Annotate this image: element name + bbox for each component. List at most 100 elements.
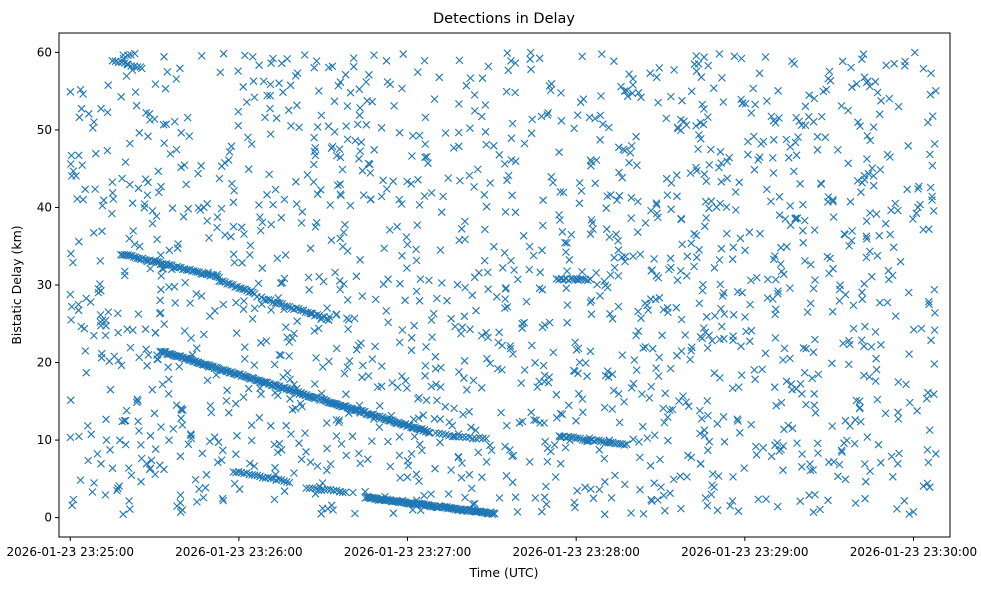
data-point <box>872 210 881 218</box>
data-point <box>365 160 374 169</box>
data-point <box>481 101 490 109</box>
data-point <box>715 256 724 264</box>
data-point <box>646 461 655 470</box>
data-point <box>573 486 582 495</box>
data-point <box>398 372 406 380</box>
data-point <box>855 404 864 413</box>
data-point <box>576 98 585 107</box>
data-point <box>808 374 817 383</box>
data-point <box>857 336 866 344</box>
data-point <box>276 299 284 308</box>
data-point <box>628 89 637 98</box>
data-point <box>388 379 397 387</box>
data-point <box>904 288 913 297</box>
data-point <box>263 190 271 199</box>
data-point <box>94 285 103 293</box>
data-point <box>813 439 822 448</box>
data-point <box>826 254 834 263</box>
data-point <box>717 177 726 186</box>
data-point <box>484 285 493 294</box>
data-point <box>240 297 248 305</box>
data-point <box>567 230 576 239</box>
data-point <box>615 440 624 448</box>
data-point <box>508 119 517 128</box>
data-point <box>248 53 257 61</box>
data-point <box>431 464 439 473</box>
data-point <box>676 267 685 275</box>
data-point <box>313 462 322 470</box>
data-point <box>869 181 878 190</box>
data-point <box>342 122 351 130</box>
data-point <box>244 384 253 393</box>
data-point <box>860 460 869 468</box>
data-point <box>335 416 344 424</box>
data-point <box>273 448 282 457</box>
data-point <box>247 421 256 430</box>
data-point <box>924 458 933 467</box>
data-point <box>457 329 465 338</box>
data-point <box>881 409 890 418</box>
data-point <box>583 372 591 381</box>
data-point <box>103 146 112 155</box>
data-point <box>358 292 367 300</box>
data-point <box>841 475 850 484</box>
data-point <box>737 54 746 63</box>
data-point <box>784 153 793 162</box>
y-axis: 0 10 20 30 40 50 60 <box>37 45 59 525</box>
data-point <box>133 63 142 71</box>
data-point <box>699 120 708 129</box>
data-point <box>218 494 227 503</box>
data-point <box>474 448 483 457</box>
data-point <box>829 195 837 204</box>
data-point <box>276 279 285 288</box>
data-point <box>484 62 493 71</box>
data-point <box>862 217 871 225</box>
data-point <box>575 179 584 187</box>
data-point <box>866 136 875 145</box>
data-point <box>845 242 854 250</box>
data-point <box>789 167 798 176</box>
x-axis-title: Time (UTC) <box>468 565 538 580</box>
data-point <box>223 386 231 395</box>
data-point <box>162 120 171 129</box>
data-point <box>341 70 350 79</box>
data-point <box>676 472 685 481</box>
data-point <box>655 353 664 362</box>
data-point <box>280 274 289 283</box>
data-point <box>511 59 520 67</box>
data-point <box>220 159 229 167</box>
data-point <box>89 228 98 237</box>
data-point <box>66 160 75 168</box>
data-point <box>114 328 123 337</box>
data-point <box>574 369 582 378</box>
data-point <box>626 148 635 157</box>
data-point <box>574 389 583 398</box>
data-point <box>511 208 520 217</box>
data-point <box>737 342 745 351</box>
data-point <box>69 495 78 504</box>
data-point <box>527 408 536 417</box>
data-point <box>250 93 259 102</box>
data-point <box>736 234 745 243</box>
data-point <box>266 130 275 138</box>
data-point <box>430 95 439 103</box>
data-point <box>125 497 133 505</box>
data-point <box>282 421 291 430</box>
data-point <box>187 431 195 440</box>
data-point <box>357 138 366 147</box>
data-point <box>771 275 780 284</box>
data-point <box>127 51 135 59</box>
data-point <box>317 509 326 518</box>
data-point <box>542 482 550 491</box>
data-point <box>330 97 339 106</box>
data-point <box>118 174 126 183</box>
data-point <box>537 112 546 121</box>
data-point <box>698 334 707 342</box>
data-point <box>894 206 902 215</box>
data-point <box>481 127 490 136</box>
data-point <box>172 75 181 83</box>
data-point <box>614 390 623 398</box>
data-point <box>229 198 238 207</box>
data-point <box>697 414 706 423</box>
data-point <box>436 246 445 254</box>
